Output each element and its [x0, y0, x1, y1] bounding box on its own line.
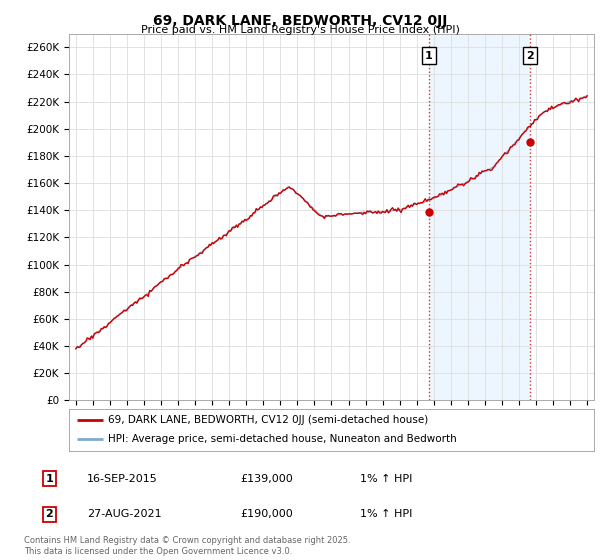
Bar — [429, 34, 530, 400]
Text: 1% ↑ HPI: 1% ↑ HPI — [360, 474, 412, 484]
Text: 69, DARK LANE, BEDWORTH, CV12 0JJ (semi-detached house): 69, DARK LANE, BEDWORTH, CV12 0JJ (semi-… — [109, 415, 428, 425]
Text: 2: 2 — [46, 509, 53, 519]
Text: 69, DARK LANE, BEDWORTH, CV12 0JJ: 69, DARK LANE, BEDWORTH, CV12 0JJ — [153, 14, 447, 28]
Text: £190,000: £190,000 — [240, 509, 293, 519]
Text: 2: 2 — [526, 50, 534, 60]
Text: 1: 1 — [425, 50, 433, 60]
Text: Price paid vs. HM Land Registry's House Price Index (HPI): Price paid vs. HM Land Registry's House … — [140, 25, 460, 35]
Text: £139,000: £139,000 — [240, 474, 293, 484]
Text: HPI: Average price, semi-detached house, Nuneaton and Bedworth: HPI: Average price, semi-detached house,… — [109, 435, 457, 445]
Text: Contains HM Land Registry data © Crown copyright and database right 2025.
This d: Contains HM Land Registry data © Crown c… — [24, 536, 350, 556]
Text: 16-SEP-2015: 16-SEP-2015 — [87, 474, 158, 484]
Text: 1% ↑ HPI: 1% ↑ HPI — [360, 509, 412, 519]
Text: 27-AUG-2021: 27-AUG-2021 — [87, 509, 161, 519]
Text: 1: 1 — [46, 474, 53, 484]
